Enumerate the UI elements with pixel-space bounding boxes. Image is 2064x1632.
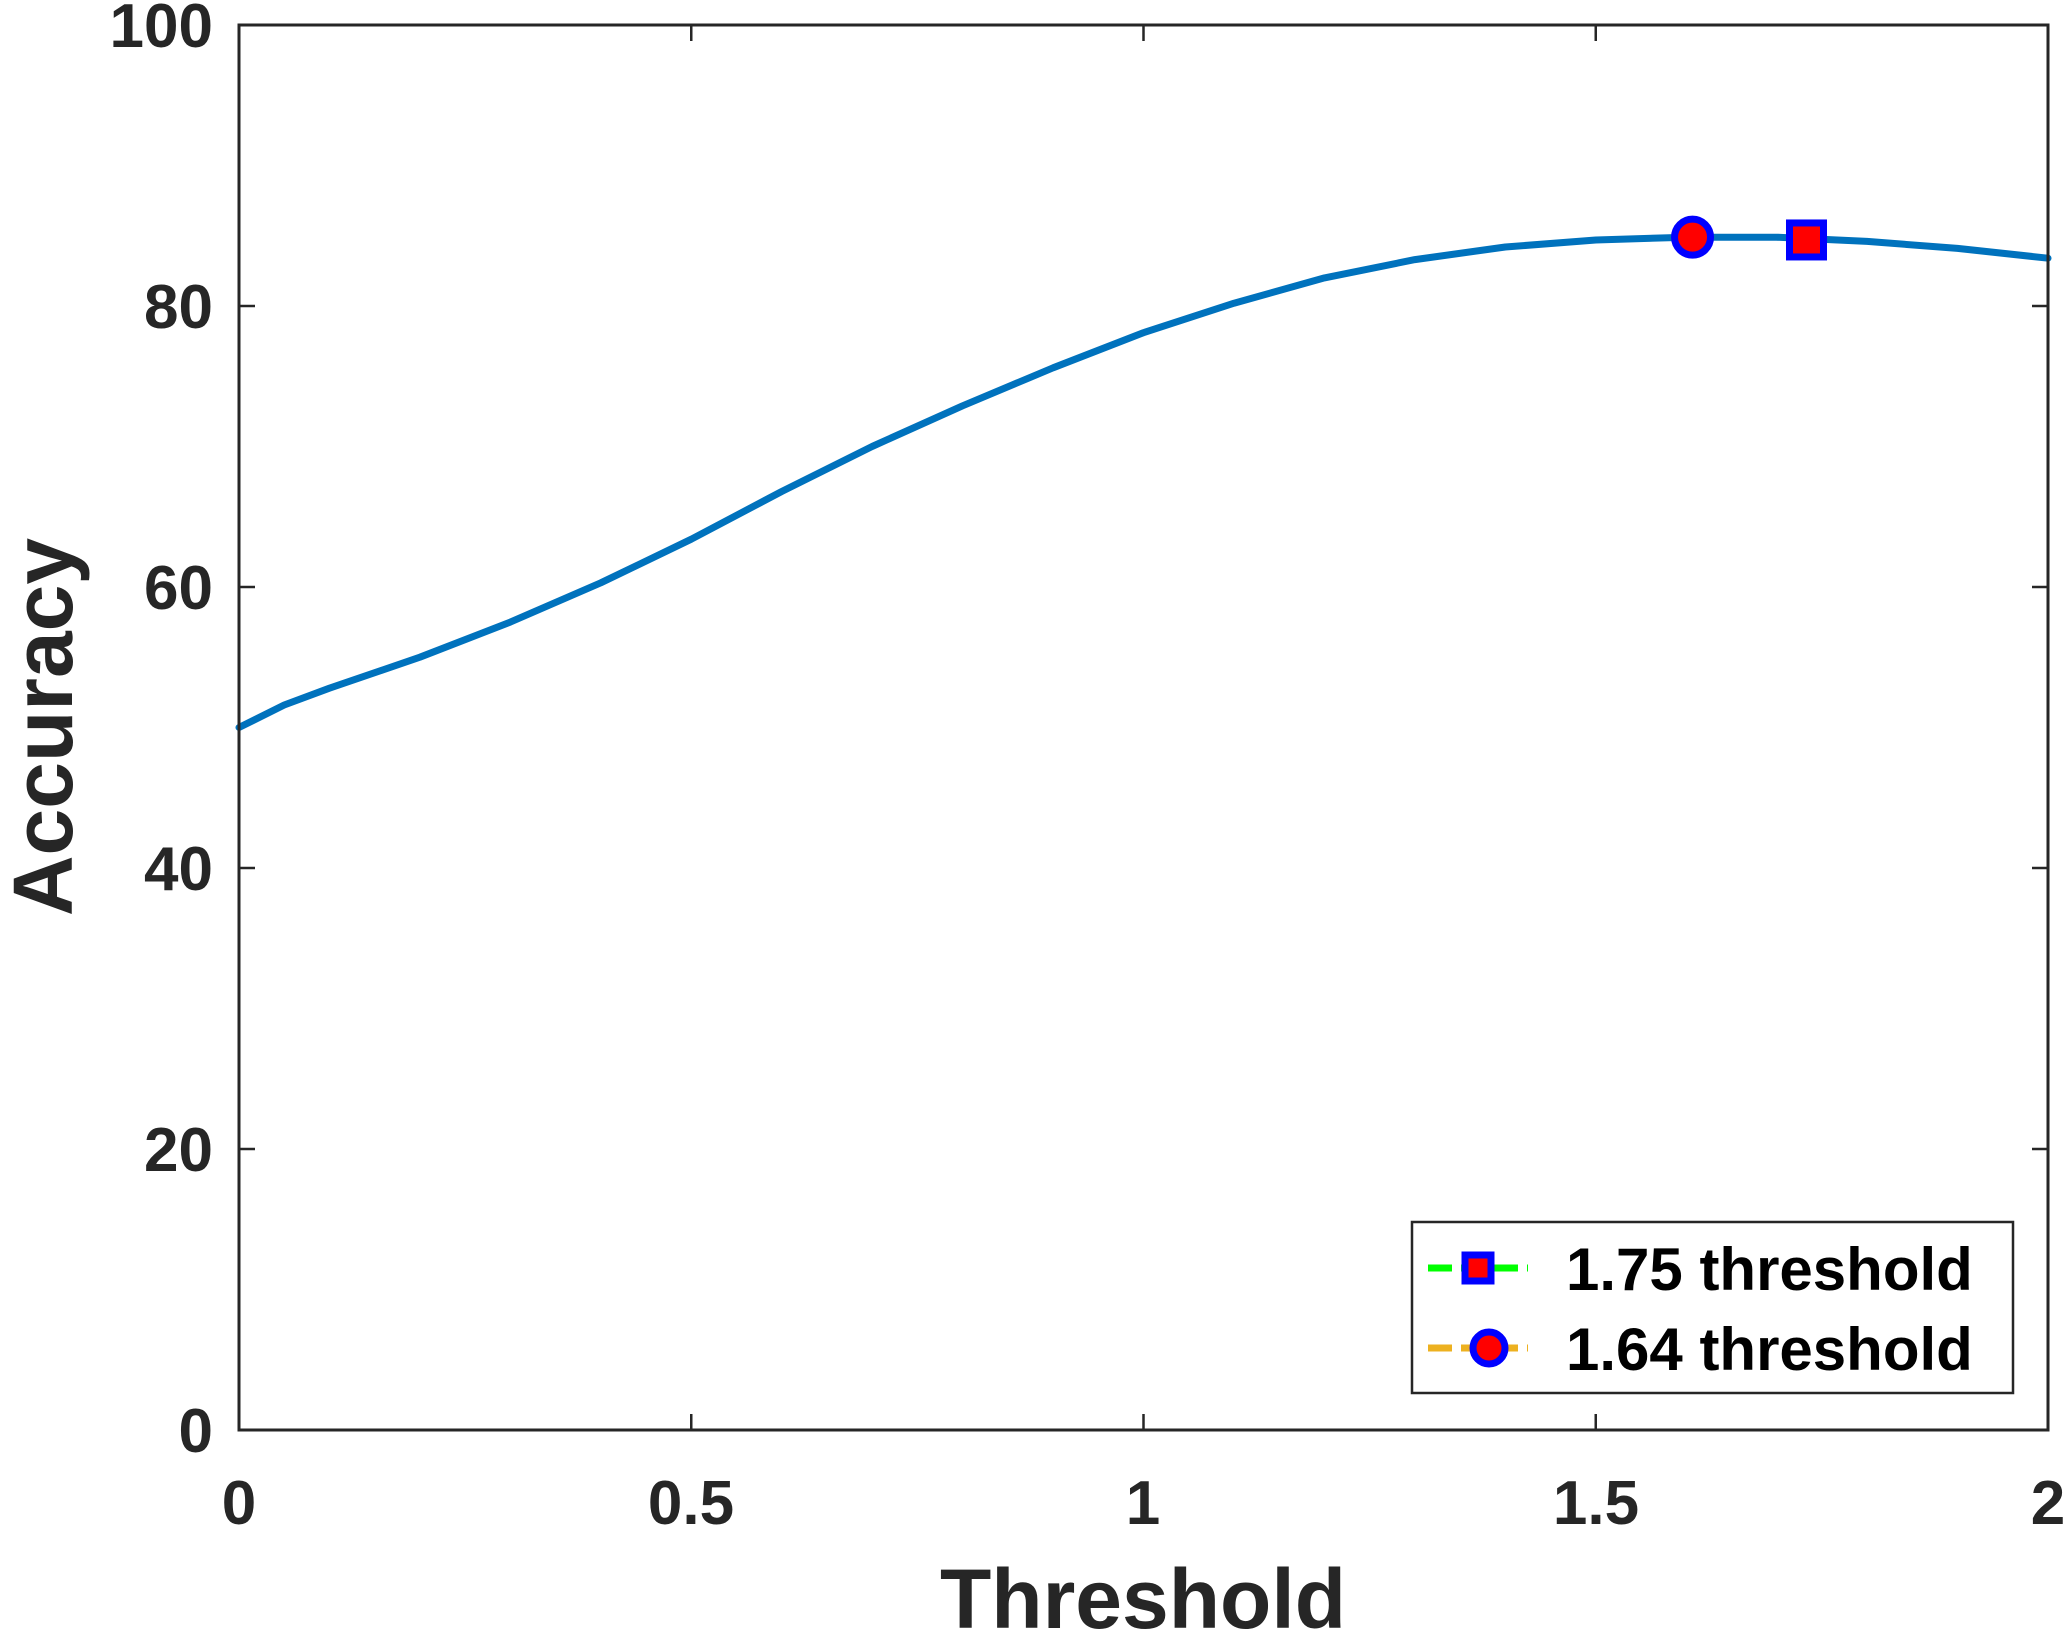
accuracy-line bbox=[235, 233, 2052, 731]
y-tick-label: 80 bbox=[144, 273, 213, 342]
y-tick-labels: 0 20 40 60 80 100 bbox=[110, 0, 213, 1466]
y-tick-label: 0 bbox=[179, 1397, 213, 1466]
plot-series bbox=[235, 233, 2052, 731]
y-tick-label: 20 bbox=[144, 1116, 213, 1185]
square-marker bbox=[1785, 219, 1827, 261]
x-tick-label: 2 bbox=[2031, 1469, 2064, 1538]
legend-box bbox=[1410, 1220, 2015, 1395]
x-tick-label: 0.5 bbox=[648, 1469, 734, 1538]
x-tick-label: 1 bbox=[1126, 1469, 1160, 1538]
y-tick-label: 40 bbox=[144, 835, 213, 904]
legend-circle-marker bbox=[1469, 1328, 1509, 1368]
legend-square-marker bbox=[1461, 1251, 1495, 1285]
y-tick-label: 60 bbox=[144, 554, 213, 623]
legend-label-1: 1.75 threshold bbox=[1566, 1236, 1973, 1303]
y-axis-title: Accuracy bbox=[0, 538, 90, 917]
plot-area-border bbox=[237, 23, 2050, 1432]
y-tick-label: 100 bbox=[110, 0, 213, 61]
x-axis-title: Threshold bbox=[940, 1552, 1346, 1632]
x-tick-labels: 0 0.5 1 1.5 2 bbox=[222, 1469, 2064, 1538]
legend: 1.75 threshold 1.64 threshold bbox=[1410, 1220, 2015, 1395]
x-tick-label: 0 bbox=[222, 1469, 256, 1538]
threshold-markers bbox=[1671, 215, 1827, 261]
legend-label-2: 1.64 threshold bbox=[1566, 1316, 1973, 1383]
x-tick-label: 1.5 bbox=[1553, 1469, 1639, 1538]
circle-marker bbox=[1671, 215, 1715, 259]
